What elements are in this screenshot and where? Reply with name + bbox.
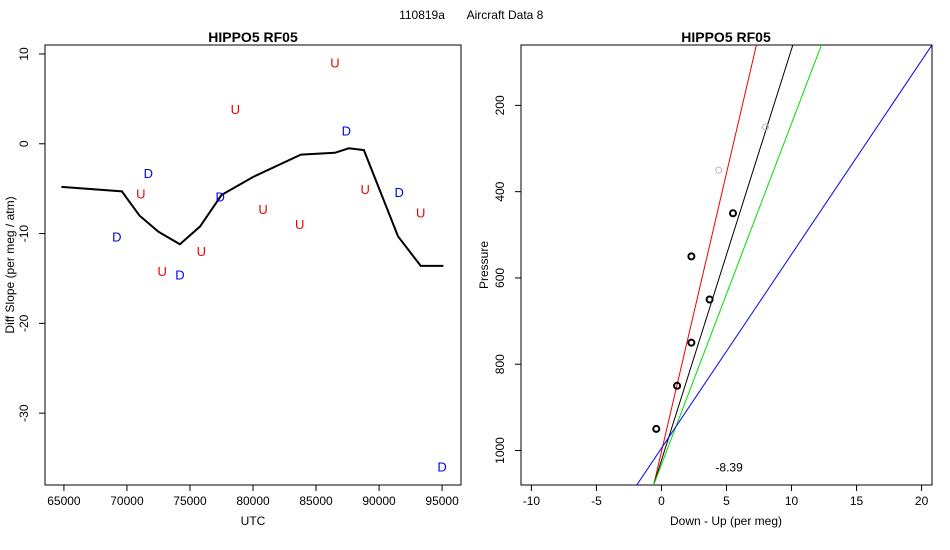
right-point-excluded <box>715 166 723 174</box>
left-point-down: D <box>437 460 446 475</box>
left-point-up: U <box>136 187 145 202</box>
right-fit-line-3 <box>653 45 822 485</box>
figure-subtitle: Aircraft Data 8 <box>467 8 544 22</box>
left-x-axis: 65000 70000 75000 80000 85000 90000 95000 <box>47 485 459 508</box>
right-fit-line-4 <box>636 45 932 485</box>
left-chart-title: HIPPO5 RF05 <box>208 29 298 45</box>
left-x-tick-label: 70000 <box>110 494 144 508</box>
left-y-tick-label: 0 <box>17 140 31 147</box>
right-point <box>729 209 738 218</box>
right-y-tick-label: 400 <box>493 181 507 201</box>
right-x-axis-title: Down - Up (per meg) <box>670 514 782 528</box>
left-x-axis-title: UTC <box>241 514 266 528</box>
left-y-tick-label: -30 <box>17 404 31 422</box>
right-plot-frame <box>520 44 933 486</box>
left-y-axis-title: Diff Slope (per meg / atm) <box>3 196 17 333</box>
right-point-excluded <box>762 123 770 131</box>
left-point-up: U <box>295 217 304 232</box>
left-x-tick-label: 80000 <box>236 494 270 508</box>
right-x-tick-label: 15 <box>850 494 864 508</box>
left-x-tick-label: 65000 <box>47 494 81 508</box>
right-y-axis: 200 400 600 800 1000 <box>493 95 521 464</box>
right-point <box>687 338 696 347</box>
right-panel-pressure-profile: HIPPO5 RF05 Down - Up (per meg) Pressure… <box>477 29 933 528</box>
left-x-tick-label: 95000 <box>425 494 459 508</box>
left-point-up: U <box>231 102 240 117</box>
left-point-up: U <box>360 182 369 197</box>
right-y-tick-label: 600 <box>493 268 507 288</box>
right-point <box>652 424 661 433</box>
left-y-tick-label: 10 <box>17 47 31 61</box>
right-point <box>673 381 682 390</box>
left-series-line-smoothed <box>61 147 444 267</box>
right-chart-title: HIPPO5 RF05 <box>681 29 771 45</box>
right-points-layer <box>652 123 770 433</box>
left-point-up: U <box>197 244 206 259</box>
left-point-down: D <box>395 185 404 200</box>
left-x-tick-label: 90000 <box>362 494 396 508</box>
right-x-tick-label: 0 <box>658 494 665 508</box>
left-plot-frame <box>44 44 462 486</box>
right-x-axis: -10 -5 0 5 10 15 20 <box>523 485 929 508</box>
right-point <box>705 295 714 304</box>
right-fit-line-2 <box>653 45 794 485</box>
figure-id-text: 110819a <box>399 8 445 22</box>
left-point-up: U <box>258 202 267 217</box>
right-y-axis-title: Pressure <box>477 241 491 289</box>
right-x-tick-label: -10 <box>523 494 541 508</box>
left-point-down: D <box>342 124 351 139</box>
right-fit-line-1 <box>653 45 757 485</box>
left-y-tick-label: -20 <box>17 314 31 332</box>
left-series-layer <box>61 147 444 267</box>
left-point-down: D <box>216 189 225 204</box>
left-point-up: U <box>416 205 425 220</box>
right-y-tick-label: 200 <box>493 95 507 115</box>
right-x-tick-label: 5 <box>723 494 730 508</box>
left-point-down: D <box>175 267 184 282</box>
right-fit-lines-layer <box>636 45 932 485</box>
right-x-tick-label: 20 <box>915 494 929 508</box>
left-y-axis: 10 0 -10 -20 -30 <box>17 47 45 422</box>
right-x-tick-label: 10 <box>785 494 799 508</box>
left-point-up: U <box>158 264 167 279</box>
right-y-tick-label: 800 <box>493 354 507 374</box>
left-panel-time-series: HIPPO5 RF05 UTC Diff Slope (per meg / at… <box>3 29 462 528</box>
right-y-tick-label: 1000 <box>493 437 507 464</box>
right-point <box>687 252 696 261</box>
left-point-up: U <box>330 55 339 70</box>
right-annotation-value: -8.39 <box>715 461 743 475</box>
left-y-tick-label: -10 <box>17 225 31 243</box>
left-x-tick-label: 75000 <box>173 494 207 508</box>
right-x-tick-label: -5 <box>591 494 602 508</box>
left-point-down: D <box>144 166 153 181</box>
left-point-down: D <box>112 230 121 245</box>
left-x-tick-label: 85000 <box>299 494 333 508</box>
